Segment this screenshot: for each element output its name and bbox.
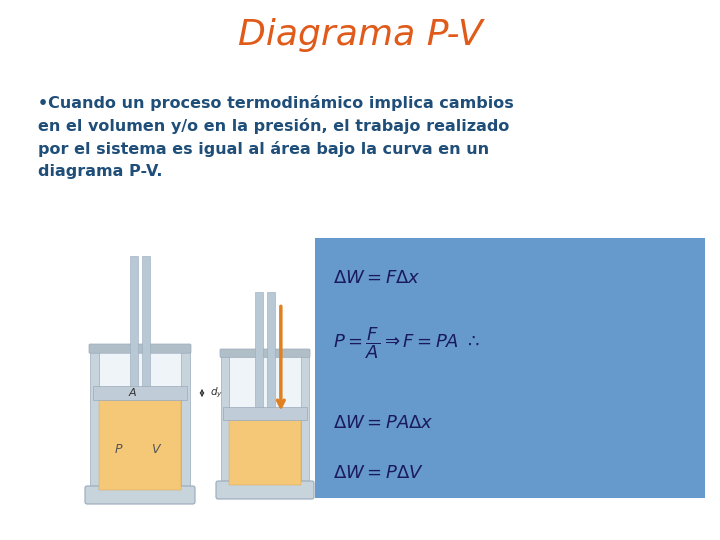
Bar [93, 386, 187, 400]
Bar [223, 407, 307, 420]
Bar [221, 350, 229, 485]
Text: diagrama P-V.: diagrama P-V. [38, 164, 163, 179]
Text: por el sistema es igual al área bajo la curva en un: por el sistema es igual al área bajo la … [38, 141, 489, 157]
Text: $d_y$: $d_y$ [210, 386, 223, 400]
Text: •Cuando un proceso termodinámico implica cambios: •Cuando un proceso termodinámico implica… [38, 95, 514, 111]
Text: V: V [150, 443, 159, 456]
Bar [301, 350, 309, 485]
Bar [99, 345, 181, 490]
FancyBboxPatch shape [216, 481, 314, 499]
Text: P: P [114, 443, 122, 456]
Bar [229, 350, 301, 485]
Text: A: A [128, 388, 136, 398]
Text: $\Delta W = PA\Delta x$: $\Delta W = PA\Delta x$ [333, 414, 433, 432]
Bar [90, 345, 99, 490]
Bar [181, 345, 190, 490]
Bar [255, 292, 263, 407]
Text: en el volumen y/o en la presión, el trabajo realizado: en el volumen y/o en la presión, el trab… [38, 118, 509, 134]
Bar [267, 292, 275, 407]
Text: $\Delta W = F\Delta x$: $\Delta W = F\Delta x$ [333, 269, 420, 287]
Bar [130, 256, 138, 386]
Bar [229, 420, 301, 485]
Text: $\Delta W = P\Delta V$: $\Delta W = P\Delta V$ [333, 464, 424, 482]
Bar [99, 400, 181, 490]
Text: $P = \dfrac{F}{A} \Rightarrow F = PA \ \therefore$: $P = \dfrac{F}{A} \Rightarrow F = PA \ \… [333, 325, 480, 361]
FancyBboxPatch shape [220, 349, 310, 357]
FancyBboxPatch shape [85, 486, 195, 504]
Text: Diagrama P-V: Diagrama P-V [238, 18, 482, 52]
Bar [315, 238, 705, 498]
FancyBboxPatch shape [89, 344, 191, 353]
Bar [142, 256, 150, 386]
